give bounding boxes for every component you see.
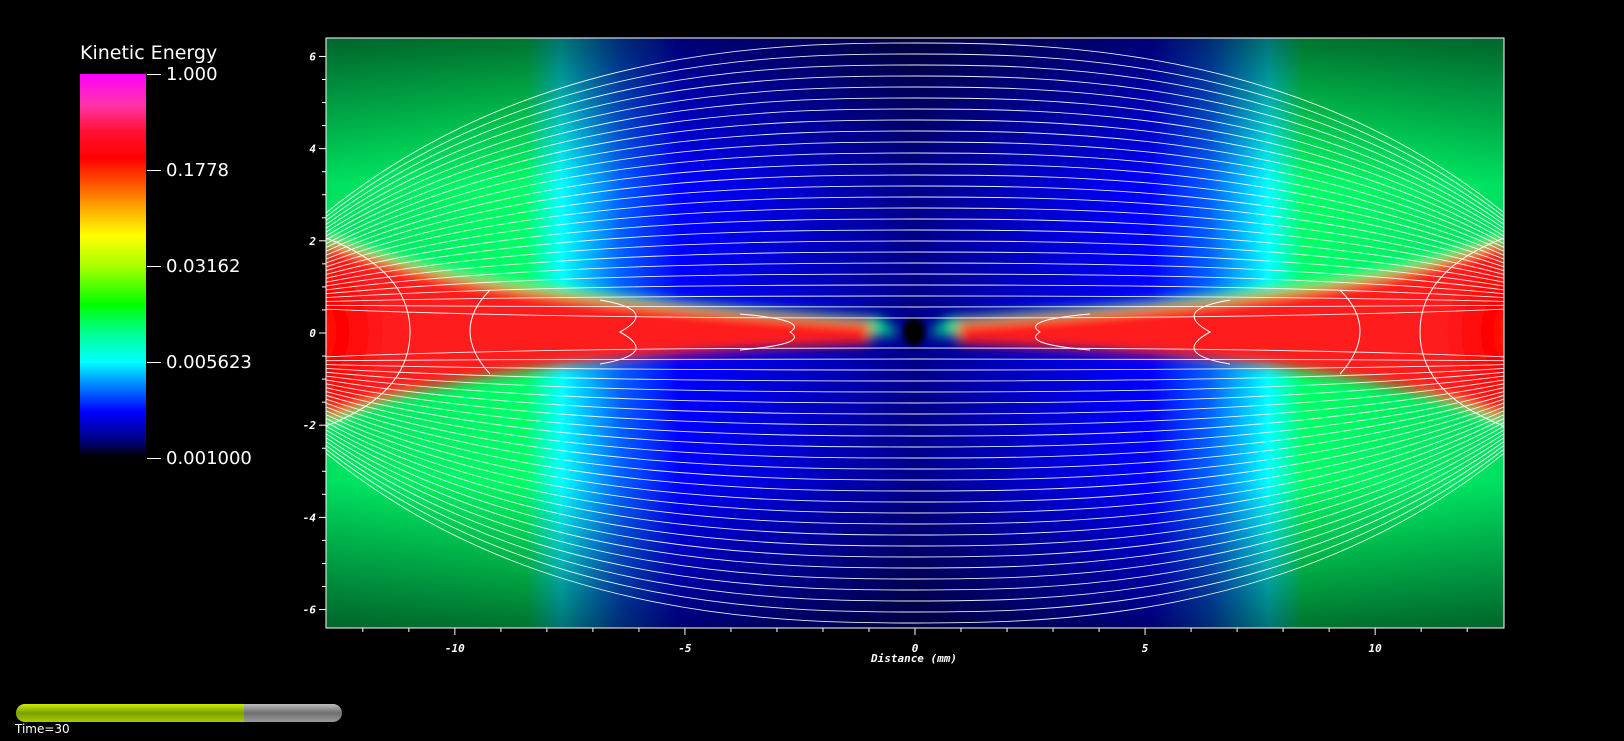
streamline: [326, 229, 1504, 279]
streamline: [326, 421, 1504, 536]
streamline: [326, 174, 1504, 260]
streamline: [326, 406, 1504, 492]
x-tick-label: 5: [1142, 642, 1149, 655]
streamline: [326, 387, 1504, 437]
streamline: [326, 383, 1504, 426]
streamline: [326, 358, 1504, 362]
y-tick-label: 2: [308, 235, 316, 248]
streamline: [326, 75, 1504, 225]
colorbar-tick: [147, 74, 161, 75]
streamline: [326, 437, 1504, 580]
streamline: [326, 452, 1504, 624]
colorbar-tick: [147, 362, 161, 363]
jet-core-left: [326, 252, 450, 412]
streamline: [326, 196, 1504, 268]
colorbar-tick: [147, 458, 161, 459]
streamlines: [326, 42, 1504, 624]
streamline: [326, 379, 1504, 415]
colorbar-tick: [147, 266, 161, 267]
streamline: [326, 394, 1504, 459]
streamline: [326, 53, 1504, 218]
y-axis: -6 -4 -2 0 2 4 6: [303, 50, 326, 617]
streamline: [326, 251, 1504, 287]
colorbar-tick-label: 0.005623: [166, 352, 252, 373]
streamline: [326, 273, 1504, 295]
streamline: [326, 414, 1504, 514]
x-tick-label: -5: [678, 642, 692, 655]
streamline: [326, 295, 1504, 302]
y-tick-label: 0: [309, 327, 316, 340]
colorbar-title: Kinetic Energy: [80, 42, 218, 64]
streamline: [326, 398, 1504, 470]
streamline: [326, 207, 1504, 272]
colorbar: [80, 74, 146, 458]
colorbar-tick: [147, 170, 161, 171]
time-progress-fill: [16, 704, 245, 722]
streamline: [326, 141, 1504, 248]
streamline: [326, 391, 1504, 448]
streamline: [326, 425, 1504, 547]
streamline: [326, 42, 1504, 214]
streamline: [326, 64, 1504, 221]
streamline: [326, 86, 1504, 229]
y-tick-label: -6: [303, 604, 317, 617]
streamline: [326, 371, 1504, 393]
streamline: [326, 163, 1504, 256]
streamline: [326, 448, 1504, 613]
streamline: [326, 375, 1504, 404]
jet-core-right: [1380, 252, 1504, 412]
colorbar-tick-label: 1.000: [166, 64, 218, 85]
streamline: [326, 410, 1504, 503]
y-tick-label: -4: [303, 511, 317, 524]
streamline: [326, 284, 1504, 299]
streamline: [326, 367, 1504, 382]
colorbar-tick-label: 0.03162: [166, 256, 241, 277]
x-tick-label: 10: [1369, 642, 1383, 655]
x-tick-label: 0: [912, 642, 919, 655]
streamline: [326, 97, 1504, 233]
streamline: [326, 433, 1504, 569]
streamline: [326, 108, 1504, 237]
streamline: [326, 364, 1504, 371]
streamline: [326, 185, 1504, 264]
streamline: [326, 402, 1504, 481]
streamline: [326, 418, 1504, 525]
time-progress-bar: [16, 704, 342, 722]
time-label: Time=30: [15, 722, 70, 736]
streamline: [326, 445, 1504, 602]
x-axis-label: Distance (mm): [870, 652, 957, 665]
streamline: [326, 240, 1504, 283]
streamline: [326, 347, 1504, 358]
colorbar-tick-label: 0.1778: [166, 160, 229, 181]
streamline: [326, 218, 1504, 275]
streamline: [326, 441, 1504, 591]
colorbar-tick-label: 0.001000: [166, 448, 252, 469]
streamline: [326, 262, 1504, 291]
y-tick-label: 6: [309, 50, 316, 63]
y-tick-label: -2: [303, 419, 317, 432]
streamline: [326, 429, 1504, 558]
y-tick-label: 4: [309, 143, 316, 156]
x-tick-label: -10: [445, 642, 465, 655]
streamline: [326, 152, 1504, 252]
contour-lines: [326, 237, 1504, 427]
x-axis: -10 -5 0 5 10: [362, 628, 1468, 655]
streamline: [326, 304, 1504, 308]
streamline: [326, 308, 1504, 319]
streamline: [326, 119, 1504, 241]
streamline: [326, 130, 1504, 245]
stagnation-point: [903, 318, 925, 346]
